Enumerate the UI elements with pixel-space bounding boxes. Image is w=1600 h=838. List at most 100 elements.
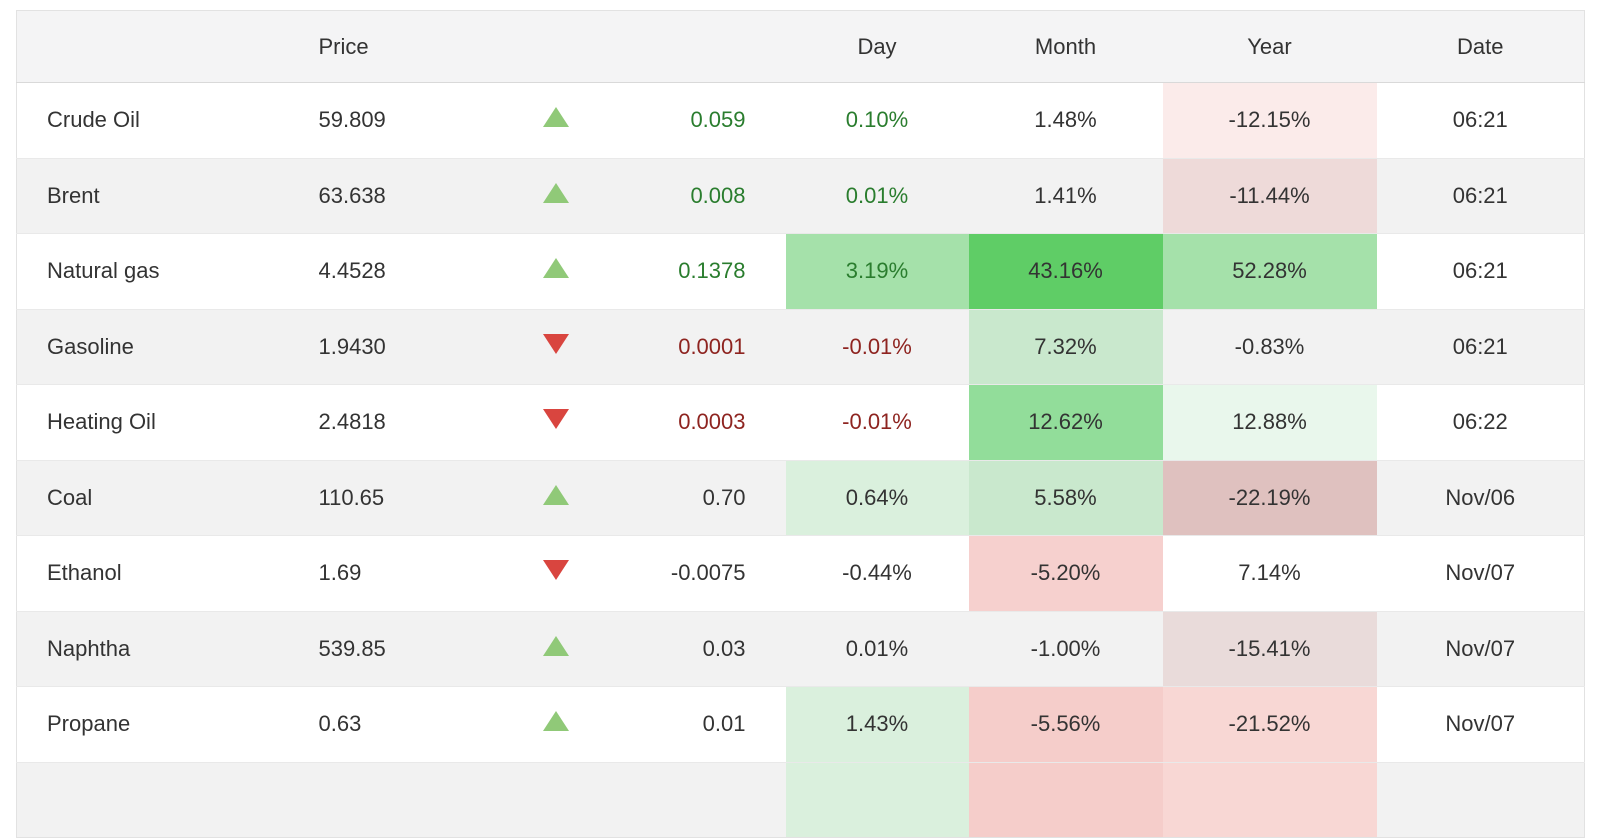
date-cell: 06:21 [1452,107,1508,133]
year-percent-text: -0.83% [1234,333,1305,359]
year-percent-cell: 52.28% [1162,233,1377,309]
commodity-link[interactable]: Propane [16,686,301,762]
date-cell: Nov/07 [1376,610,1585,687]
change-cell: 0.70 [620,459,786,536]
year-percent-cell [1162,761,1377,838]
month-percent-cell: 1.48% [969,83,1163,159]
commodity-link[interactable]: Brent [16,157,301,234]
day-percent-cell: 3.19% [785,233,969,309]
day-percent-text: -0.01% [842,409,912,435]
year-percent-text: -21.52% [1228,711,1311,737]
month-percent-text: 12.62% [1028,409,1103,435]
year-percent-cell: -21.52% [1162,686,1377,762]
month-percent-text: 43.16% [1028,258,1103,284]
table-header-row: Price Day Month Year Date [16,10,1585,83]
change-cell: 0.0001 [620,308,786,385]
month-percent-text: 5.58% [1034,484,1097,510]
date-cell [1376,761,1585,838]
year-percent-cell: -0.83% [1162,308,1377,385]
trend-arrow-cell [490,384,621,460]
change-text: 0.03 [702,635,746,661]
price-cell: 110.65 [300,459,491,536]
change-text: 0.01 [702,711,746,737]
column-header-month: Month [968,10,1163,83]
change-cell: 0.059 [621,83,786,159]
change-cell [620,761,786,838]
trend-arrow-cell [490,233,621,309]
column-header-year: Year [1162,10,1377,83]
table-row: Heating Oil 2.4818 0.0003 -0.01% 12.62% … [16,384,1585,460]
commodity-link[interactable]: Ethanol [16,535,301,611]
day-percent-cell: 0.10% [786,83,969,159]
month-percent-text: -5.56% [1030,711,1101,737]
month-percent-text: 7.32% [1034,333,1097,359]
day-percent-text: 0.01% [845,635,909,661]
table-row: Ethanol 1.69 -0.0075 -0.44% -5.20% 7.14%… [16,535,1585,611]
change-cell: 0.03 [620,610,786,687]
year-percent-text: 12.88% [1232,409,1307,435]
commodity-link[interactable]: Coal [16,459,301,536]
price-cell: 63.638 [300,157,491,234]
day-percent-cell [785,761,969,838]
date-cell: 06:21 [1376,233,1585,309]
day-percent-text: -0.44% [842,560,912,586]
trend-arrow-icon [542,711,569,732]
table-row: Natural gas 4.4528 0.1378 3.19% 43.16% 5… [16,233,1585,309]
price-cell: 59.809 [318,107,386,133]
day-percent-cell: 0.01% [785,157,969,234]
trend-arrow-icon [542,107,569,128]
month-percent-cell: 12.62% [968,384,1163,460]
price-cell: 1.69 [300,535,491,611]
year-percent-text: 52.28% [1232,258,1307,284]
price-cell: 0.63 [300,686,491,762]
year-percent-text: 7.14% [1238,560,1301,586]
change-cell: 0.01 [620,686,786,762]
commodities-table: Price Day Month Year Date Crude Oil 59.8… [16,10,1585,838]
commodity-link[interactable]: Heating Oil [16,384,301,460]
year-percent-cell: -11.44% [1162,157,1377,234]
commodity-link[interactable]: Naphtha [16,610,301,687]
date-cell: 06:21 [1376,308,1585,385]
change-cell: -0.0075 [620,535,786,611]
day-percent-cell: -0.01% [785,308,969,385]
column-header-change [620,10,786,83]
day-percent-cell: 1.43% [785,686,969,762]
month-percent-cell: -5.56% [968,686,1163,762]
month-percent-cell: 5.58% [968,459,1163,536]
year-percent-cell: -12.15% [1162,82,1377,158]
commodity-link[interactable]: Gasoline [16,308,301,385]
year-percent-cell: -15.41% [1162,610,1377,687]
change-text: 0.059 [690,107,746,133]
year-percent-cell: 7.14% [1162,535,1377,611]
day-percent-text: 0.01% [845,182,909,208]
month-percent-text: -5.20% [1030,560,1101,586]
table-row: Naphtha 539.85 0.03 0.01% -1.00% -15.41%… [16,610,1585,687]
trend-arrow-icon [542,182,569,203]
month-percent-text: 1.41% [1034,182,1097,208]
commodity-link [16,761,301,838]
trend-arrow-icon [542,258,569,279]
price-cell: 1.9430 [300,308,491,385]
table-row: Crude Oil 59.809 0.059 0.10% 1.48% -12.1… [17,82,1585,159]
change-text: 0.008 [690,182,746,208]
commodity-link[interactable]: Natural gas [16,233,301,309]
day-percent-cell: -0.01% [785,384,969,460]
year-percent-text: -15.41% [1228,635,1311,661]
change-cell: 0.0003 [620,384,786,460]
trend-arrow-icon [542,560,569,581]
price-cell: 2.4818 [300,384,491,460]
change-text: 0.70 [702,484,746,510]
price-cell: 4.4528 [300,233,491,309]
column-header-arrow [490,10,621,83]
day-percent-cell: 0.64% [785,459,969,536]
year-percent-text: -12.15% [1228,107,1311,133]
month-percent-cell: 1.41% [968,157,1163,234]
table-row: Brent 63.638 0.008 0.01% 1.41% -11.44% 0… [16,157,1585,234]
table-row: Gasoline 1.9430 0.0001 -0.01% 7.32% -0.8… [16,308,1585,385]
change-cell: 0.008 [620,157,786,234]
commodity-link[interactable]: Crude Oil [47,107,140,133]
year-percent-cell: -22.19% [1162,459,1377,536]
table-row: Propane 0.63 0.01 1.43% -5.56% -21.52% N… [16,686,1585,762]
month-percent-cell: -1.00% [968,610,1163,687]
trend-arrow-icon [542,635,569,656]
